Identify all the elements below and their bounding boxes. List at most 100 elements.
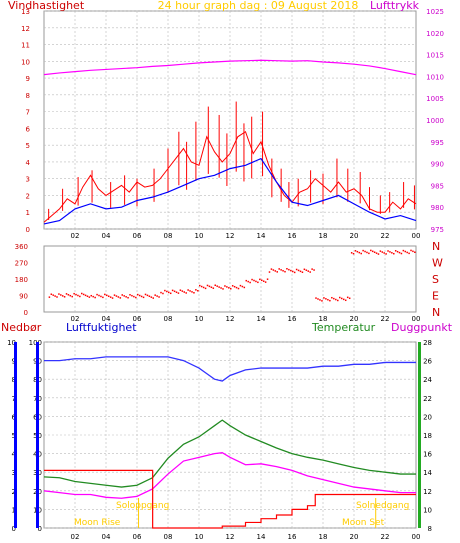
- direction-point: [216, 285, 218, 287]
- direction-point: [325, 298, 327, 300]
- direction-point: [208, 285, 211, 288]
- tick-label-hour-p3: 12: [226, 533, 235, 541]
- direction-point: [276, 271, 278, 273]
- direction-point: [224, 285, 226, 287]
- direction-point: [253, 279, 255, 282]
- direction-point: [158, 296, 160, 298]
- direction-point: [286, 268, 288, 270]
- direction-point: [379, 250, 382, 252]
- direction-point: [261, 279, 263, 282]
- direction-point: [94, 296, 96, 299]
- compass-label: E: [432, 290, 439, 303]
- tick-label-pressure: 1025: [426, 8, 444, 16]
- tick-label-wind: 7: [26, 109, 30, 117]
- annotation-moon-rise: Moon Rise: [74, 518, 121, 528]
- tick-label-direction: 270: [15, 260, 28, 268]
- direction-point: [73, 292, 75, 295]
- direction-point: [146, 294, 149, 297]
- tick-label-pressure: 980: [431, 204, 444, 212]
- direction-point: [391, 252, 393, 254]
- direction-point: [210, 286, 213, 289]
- direction-point: [193, 292, 195, 294]
- direction-point: [164, 289, 166, 292]
- direction-point: [187, 289, 189, 291]
- direction-point: [175, 291, 178, 293]
- tick-label-temperature: 22: [423, 395, 432, 403]
- direction-point: [270, 268, 273, 270]
- direction-point: [297, 269, 300, 272]
- tick-label-hour-p3: 20: [350, 533, 359, 541]
- tick-label-wind: 8: [26, 92, 30, 100]
- direction-point: [226, 286, 228, 288]
- tick-label-wind: 11: [21, 42, 30, 50]
- direction-point: [301, 271, 304, 273]
- direction-point: [202, 286, 205, 289]
- tick-label-wind: 6: [26, 125, 31, 133]
- direction-point: [166, 290, 168, 293]
- direction-point: [220, 287, 222, 289]
- direction-point: [385, 253, 387, 255]
- direction-point: [323, 297, 325, 299]
- direction-point: [396, 250, 399, 253]
- direction-point: [377, 253, 380, 255]
- tick-label-rain: 5: [12, 432, 16, 440]
- direction-point: [366, 251, 368, 254]
- direction-point: [272, 269, 275, 271]
- direction-point: [84, 294, 87, 297]
- direction-point: [197, 290, 199, 292]
- series-line-dewpoint: [43, 451, 416, 499]
- direction-point: [352, 252, 355, 255]
- direction-point: [247, 280, 249, 283]
- direction-point: [305, 269, 308, 271]
- direction-point: [299, 270, 302, 273]
- tick-label-hour-p2: 06: [133, 315, 142, 323]
- direction-point: [129, 294, 131, 296]
- direction-point: [243, 286, 246, 289]
- direction-point: [245, 279, 247, 282]
- direction-point: [255, 280, 257, 283]
- direction-point: [346, 296, 349, 299]
- direction-point: [125, 296, 127, 298]
- tick-label-hour-p3: 00: [412, 533, 421, 541]
- direction-point: [142, 296, 145, 299]
- tick-label-hour-p3: 10: [195, 533, 204, 541]
- tick-label-temperature: 10: [423, 506, 432, 514]
- direction-point: [309, 271, 311, 273]
- direction-point: [317, 298, 319, 300]
- direction-point: [350, 252, 353, 254]
- direction-point: [218, 286, 220, 288]
- direction-point: [61, 295, 64, 297]
- direction-point: [370, 249, 372, 252]
- direction-point: [354, 250, 357, 252]
- direction-point: [259, 278, 261, 281]
- annotation-soloppgang: Soloppgang: [116, 501, 169, 511]
- tick-label-wind: 1: [26, 209, 30, 217]
- compass-label: N: [432, 306, 440, 319]
- chart-title: 24 hour graph dag : 09 August 2018: [158, 0, 359, 12]
- tick-label-hour-p2: 08: [164, 315, 173, 323]
- tick-label-temperature: 18: [423, 432, 432, 440]
- tick-label-hour-p2: 10: [195, 315, 204, 323]
- tick-label-hour-p2: 04: [102, 315, 111, 323]
- tick-label-hour-p1: 06: [133, 232, 142, 240]
- direction-point: [373, 251, 376, 253]
- tick-label-wind: 5: [26, 142, 30, 150]
- temperature-axis-bar: [418, 342, 421, 528]
- tick-label-wind: 3: [26, 176, 30, 184]
- tick-label-hour-p1: 10: [195, 232, 204, 240]
- compass-label: N: [432, 240, 440, 253]
- direction-point: [398, 251, 401, 254]
- direction-point: [171, 289, 174, 292]
- rain-axis-bar: [14, 342, 17, 528]
- tick-label-hour-p2: 22: [381, 315, 390, 323]
- direction-point: [121, 294, 123, 296]
- direction-point: [77, 294, 79, 297]
- direction-point: [102, 296, 104, 299]
- tick-label-hour-p3: 02: [71, 533, 80, 541]
- direction-point: [117, 296, 120, 298]
- right-axis-title-pressure: Lufttrykk: [370, 0, 420, 12]
- direction-point: [331, 296, 333, 299]
- tick-label-wind: 13: [21, 8, 30, 16]
